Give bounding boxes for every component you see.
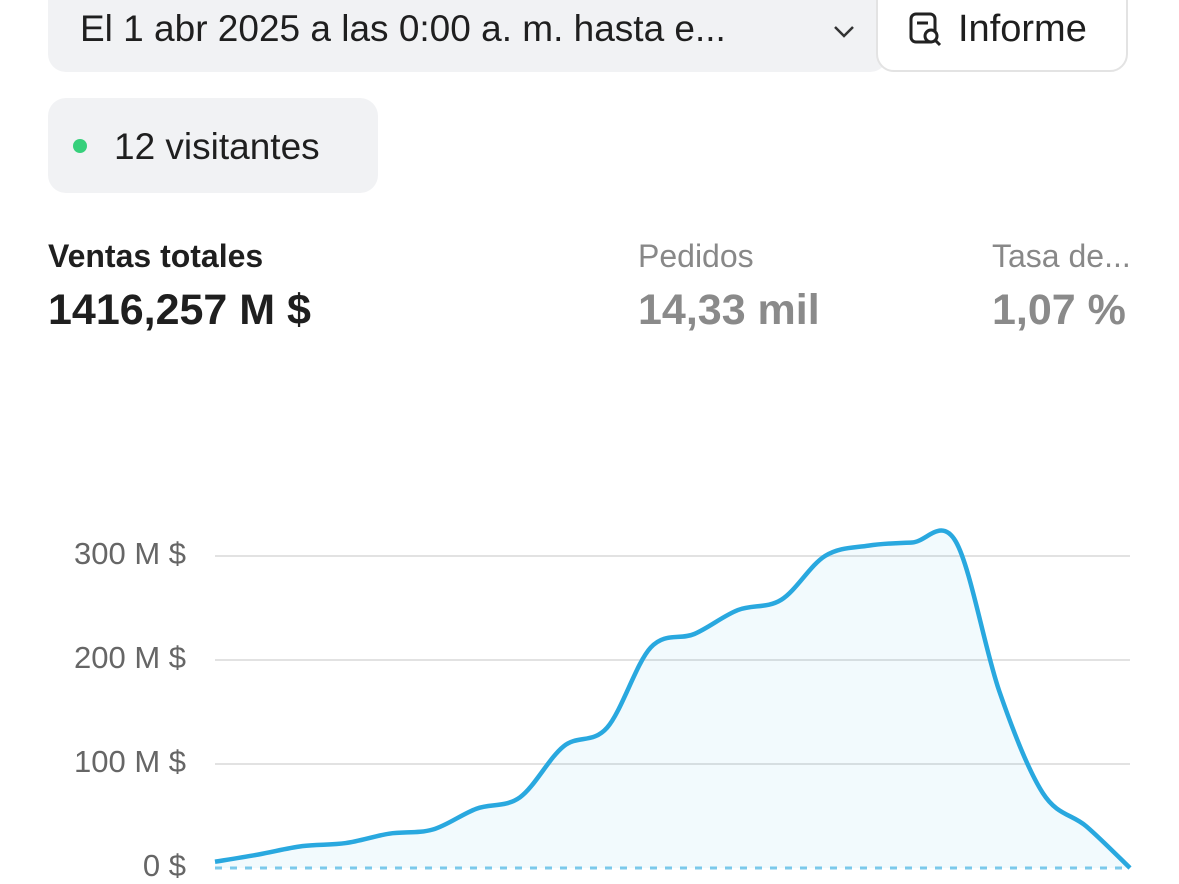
chevron	[834, 26, 854, 38]
metric-value: 1,07 %	[992, 286, 1126, 334]
line	[214, 528, 1132, 870]
y-tick-label: 300 M $	[74, 536, 186, 571]
metric-label: Ventas totales	[48, 238, 264, 274]
visitors-pill[interactable]: 12 visitantes	[48, 98, 378, 193]
report-button[interactable]: Informe	[876, 0, 1128, 72]
report-label: Informe	[958, 8, 1087, 50]
metric-label: Tasa de...	[992, 238, 1131, 274]
report-icon	[909, 12, 942, 47]
visitors-label: 12 visitantes	[114, 126, 320, 167]
y-tick-label: 0 $	[143, 848, 186, 883]
y-tick-label: 100 M $	[74, 744, 186, 779]
y-tick-label: 200 M $	[74, 640, 186, 675]
date-range: El 1 abr 2025 a las 0:00 a. m. hasta e..…	[80, 8, 726, 49]
date-range-selector[interactable]: El 1 abr 2025 a las 0:00 a. m. hasta e..…	[48, 0, 888, 72]
area-fill	[215, 530, 1130, 868]
metric-label: Pedidos	[638, 238, 754, 274]
metric-value: 14,33 mil	[638, 286, 820, 334]
live-dot	[73, 139, 87, 153]
metric-value: 1416,257 M $	[48, 286, 311, 334]
